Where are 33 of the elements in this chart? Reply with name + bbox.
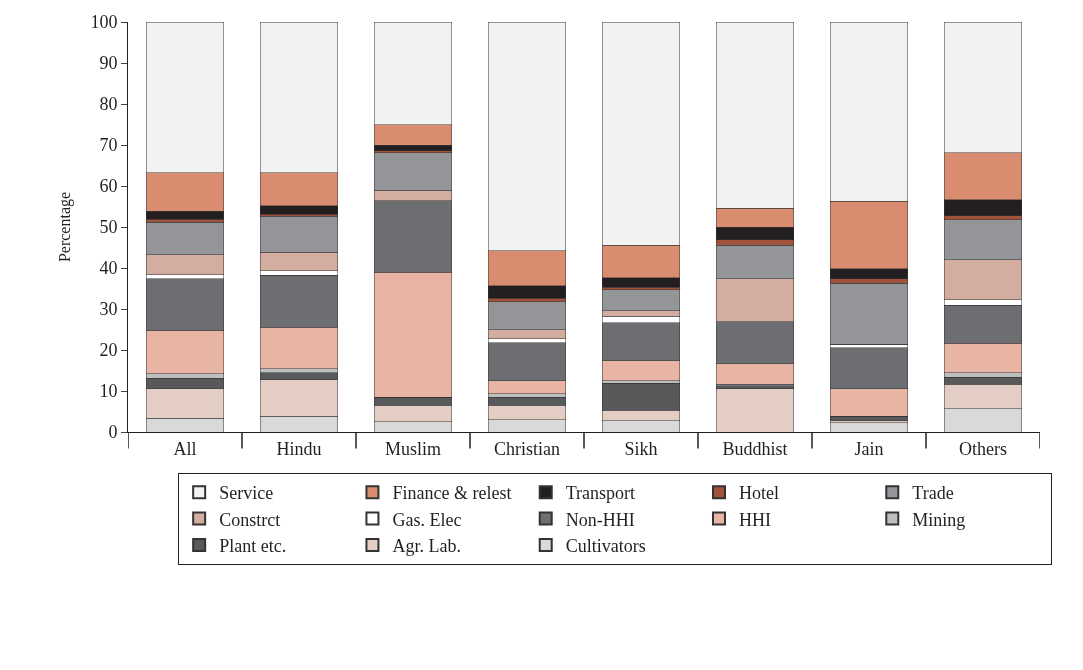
legend-label: Hotel xyxy=(739,483,779,504)
y-tick-label: 90 xyxy=(99,53,118,74)
x-tick-label: All xyxy=(173,438,197,459)
x-tick-label: Muslim xyxy=(384,438,442,459)
legend-label: Cultivators xyxy=(565,536,646,557)
x-tick-label: Christian xyxy=(494,438,560,459)
legend-label: HHI xyxy=(739,509,771,530)
y-tick-label: 80 xyxy=(99,94,118,115)
y-tick-label: 60 xyxy=(99,176,118,197)
legend-label: Gas. Elec xyxy=(392,509,462,530)
y-tick-label: 30 xyxy=(99,299,118,320)
legend-label: Mining xyxy=(912,509,966,530)
x-tick-label: Hindu xyxy=(276,438,322,459)
legend-label: Non-HHI xyxy=(565,509,635,530)
x-tick-label: Buddhist xyxy=(722,438,788,459)
y-tick-label: 20 xyxy=(99,340,118,361)
legend-label: Service xyxy=(219,483,274,504)
y-axis-title: Percentage xyxy=(56,191,75,263)
y-tick-label: 100 xyxy=(90,12,118,33)
legend-label: Constrct xyxy=(219,509,281,530)
y-tick-label: 10 xyxy=(99,381,118,402)
y-tick-label: 0 xyxy=(108,422,118,443)
x-tick-label: Jain xyxy=(854,438,884,459)
y-tick-label: 50 xyxy=(99,217,118,238)
x-tick-label: Sikh xyxy=(624,438,658,459)
legend-label: Plant etc. xyxy=(219,536,287,557)
legend-label: Trade xyxy=(912,483,954,504)
legend-label: Agr. Lab. xyxy=(392,536,461,557)
y-tick-label: 70 xyxy=(99,135,118,156)
legend-label: Transport xyxy=(565,483,636,504)
x-tick-label: Others xyxy=(959,438,1007,459)
legend-label: Finance & relest xyxy=(392,483,512,504)
y-tick-label: 40 xyxy=(99,258,118,279)
